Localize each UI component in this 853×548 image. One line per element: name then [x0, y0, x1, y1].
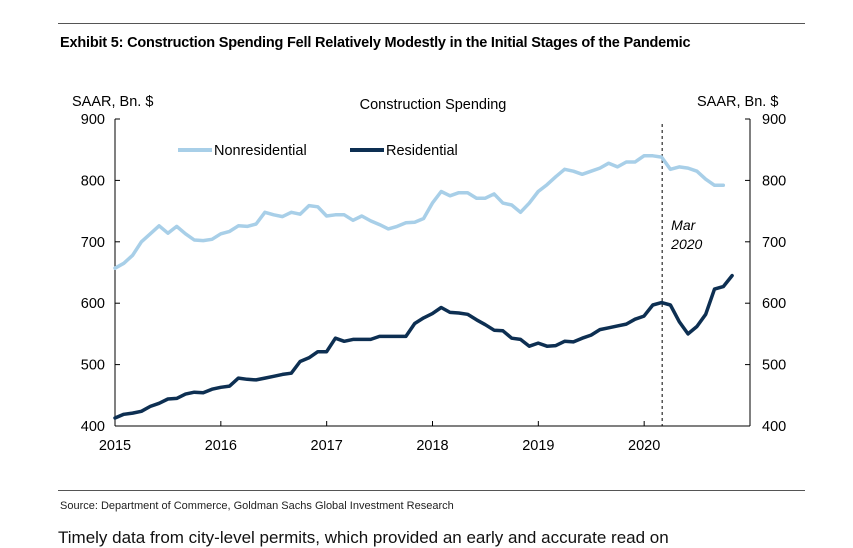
- y-tick-label-right: 400: [762, 419, 786, 435]
- x-tick-label: 2017: [311, 438, 343, 454]
- y-tick-labels-left: 400 500 600 700 800 900: [81, 112, 105, 435]
- chart-title: Construction Spending: [360, 97, 507, 113]
- y-tick-label-left: 700: [81, 235, 105, 251]
- y-tick-label-right: 700: [762, 235, 786, 251]
- source-note: Source: Department of Commerce, Goldman …: [60, 500, 454, 512]
- y-tick-label-left: 600: [81, 296, 105, 312]
- residential-series-line: [113, 273, 734, 420]
- annotation-2020: 2020: [670, 236, 702, 252]
- y-tick-label-left: 500: [81, 358, 105, 374]
- x-tick-labels: 2015 2016 2017 2018 2019 2020: [99, 438, 660, 454]
- annotation-mar: Mar: [671, 217, 696, 233]
- y-tick-label-right: 500: [762, 358, 786, 374]
- x-tick-label: 2018: [416, 438, 448, 454]
- legend-label-residential: Residential: [386, 143, 458, 159]
- exhibit-title: Exhibit 5: Construction Spending Fell Re…: [60, 35, 691, 51]
- y-tick-labels-right: 400 500 600 700 800 900: [762, 112, 786, 435]
- y-axis-label-right: SAAR, Bn. $: [697, 94, 778, 110]
- bottom-rule: [58, 490, 805, 491]
- nonresidential-series-line: [113, 154, 726, 270]
- y-tick-label-left: 400: [81, 419, 105, 435]
- x-tick-label: 2015: [99, 438, 131, 454]
- y-tick-label-left: 900: [81, 112, 105, 128]
- y-axis-label-left: SAAR, Bn. $: [72, 94, 153, 110]
- y-tick-label-right: 800: [762, 173, 786, 189]
- top-rule: [58, 23, 805, 24]
- x-tick-label: 2016: [205, 438, 237, 454]
- x-tick-label: 2019: [522, 438, 554, 454]
- body-text-partial: Timely data from city-level permits, whi…: [58, 528, 669, 547]
- axis-ticks: [114, 118, 750, 427]
- x-tick-label: 2020: [628, 438, 660, 454]
- y-tick-label-right: 600: [762, 296, 786, 312]
- y-tick-label-left: 800: [81, 173, 105, 189]
- legend-label-nonresidential: Nonresidential: [214, 143, 307, 159]
- y-tick-label-right: 900: [762, 112, 786, 128]
